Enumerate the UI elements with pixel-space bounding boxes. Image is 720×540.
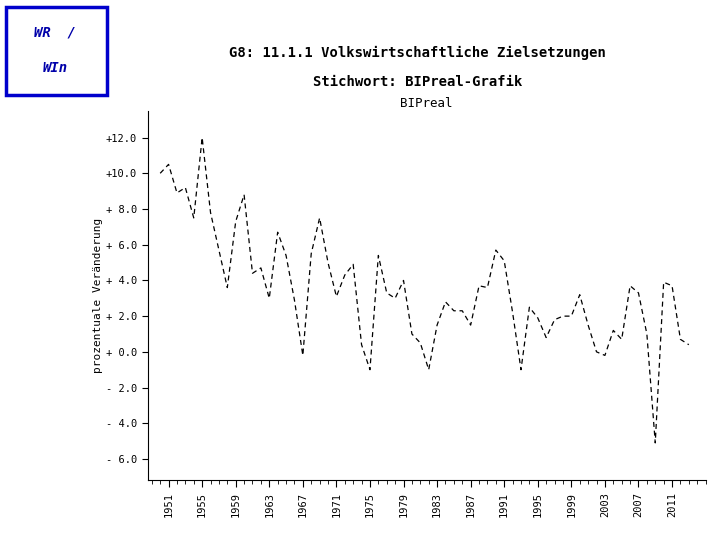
Text: Stichwort: BIPreal-Grafik: Stichwort: BIPreal-Grafik: [312, 75, 522, 89]
Text: Digitale Medien im Fachunterricht: Digitale Medien im Fachunterricht: [238, 8, 597, 27]
Text: WR  /: WR /: [35, 25, 76, 39]
Text: WIn: WIn: [42, 61, 68, 75]
Text: G8: 11.1.1 Volkswirtschaftliche Zielsetzungen: G8: 11.1.1 Volkswirtschaftliche Zielsetz…: [229, 46, 606, 60]
FancyBboxPatch shape: [6, 7, 107, 95]
Title: BIPreal: BIPreal: [400, 97, 453, 110]
Y-axis label: prozentuale Veränderung: prozentuale Veränderung: [93, 218, 103, 373]
Text: Harald Weber – Landesbeauftragter für Computereinsatz im Fachunterricht Wirtscha: Harald Weber – Landesbeauftragter für Co…: [63, 516, 657, 526]
